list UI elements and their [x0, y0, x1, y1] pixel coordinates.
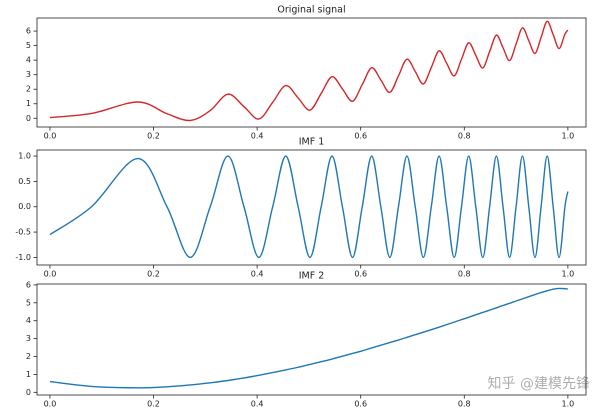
- x-tick-label: 1.0: [562, 400, 575, 409]
- axes-frame: [36, 149, 587, 266]
- axes-frame: [36, 17, 587, 128]
- x-tick-label: 0.0: [44, 270, 57, 279]
- signal-line: [49, 287, 568, 389]
- y-tick-label: 4: [26, 316, 31, 325]
- x-tick-label: 1.0: [562, 132, 575, 141]
- y-tick-label: 1: [26, 370, 31, 379]
- y-tick-label: 3: [26, 334, 31, 343]
- y-tick-label: 4: [26, 56, 31, 65]
- x-tick-label: 0.6: [354, 400, 367, 409]
- y-tick-label: 6: [26, 27, 31, 36]
- y-tick-label: 0.5: [18, 177, 31, 186]
- x-tick-label: 0.4: [251, 270, 264, 279]
- x-tick-label: 0.0: [44, 400, 57, 409]
- x-tick-label: 0.2: [147, 400, 160, 409]
- y-tick-label: 2: [26, 85, 31, 94]
- y-tick-label: 2: [26, 352, 31, 361]
- y-tick-label: 1.0: [18, 152, 31, 161]
- signal-line: [49, 20, 569, 122]
- y-tick-label: 5: [26, 298, 31, 307]
- x-tick-label: 0.4: [251, 400, 264, 409]
- x-tick-label: 1.0: [562, 270, 575, 279]
- x-tick-label: 0.6: [354, 132, 367, 141]
- y-tick-label: 0: [26, 388, 31, 397]
- panel-title: Original signal: [277, 5, 345, 16]
- y-tick-label: -1.0: [15, 253, 31, 262]
- x-tick-label: 0.6: [354, 270, 367, 279]
- x-tick-label: 0.2: [147, 270, 160, 279]
- panel-title: IMF 1: [299, 137, 325, 148]
- panel-title: IMF 2: [299, 271, 325, 282]
- x-tick-label: 0.2: [147, 132, 160, 141]
- y-tick-label: 0: [26, 114, 31, 123]
- y-tick-label: 0.0: [18, 202, 31, 211]
- watermark: 知乎 @建模先锋: [488, 375, 590, 392]
- x-tick-label: 0.4: [251, 132, 264, 141]
- x-tick-label: 0.0: [44, 132, 57, 141]
- y-tick-label: 5: [26, 41, 31, 50]
- y-tick-label: 1: [26, 99, 31, 108]
- signal-line: [49, 155, 569, 259]
- axes-frame: [36, 283, 587, 396]
- y-tick-label: 3: [26, 70, 31, 79]
- y-tick-label: -0.5: [15, 228, 31, 237]
- x-tick-label: 0.8: [458, 132, 471, 141]
- x-tick-label: 0.8: [458, 270, 471, 279]
- x-tick-label: 0.8: [458, 400, 471, 409]
- y-tick-label: 6: [26, 280, 31, 289]
